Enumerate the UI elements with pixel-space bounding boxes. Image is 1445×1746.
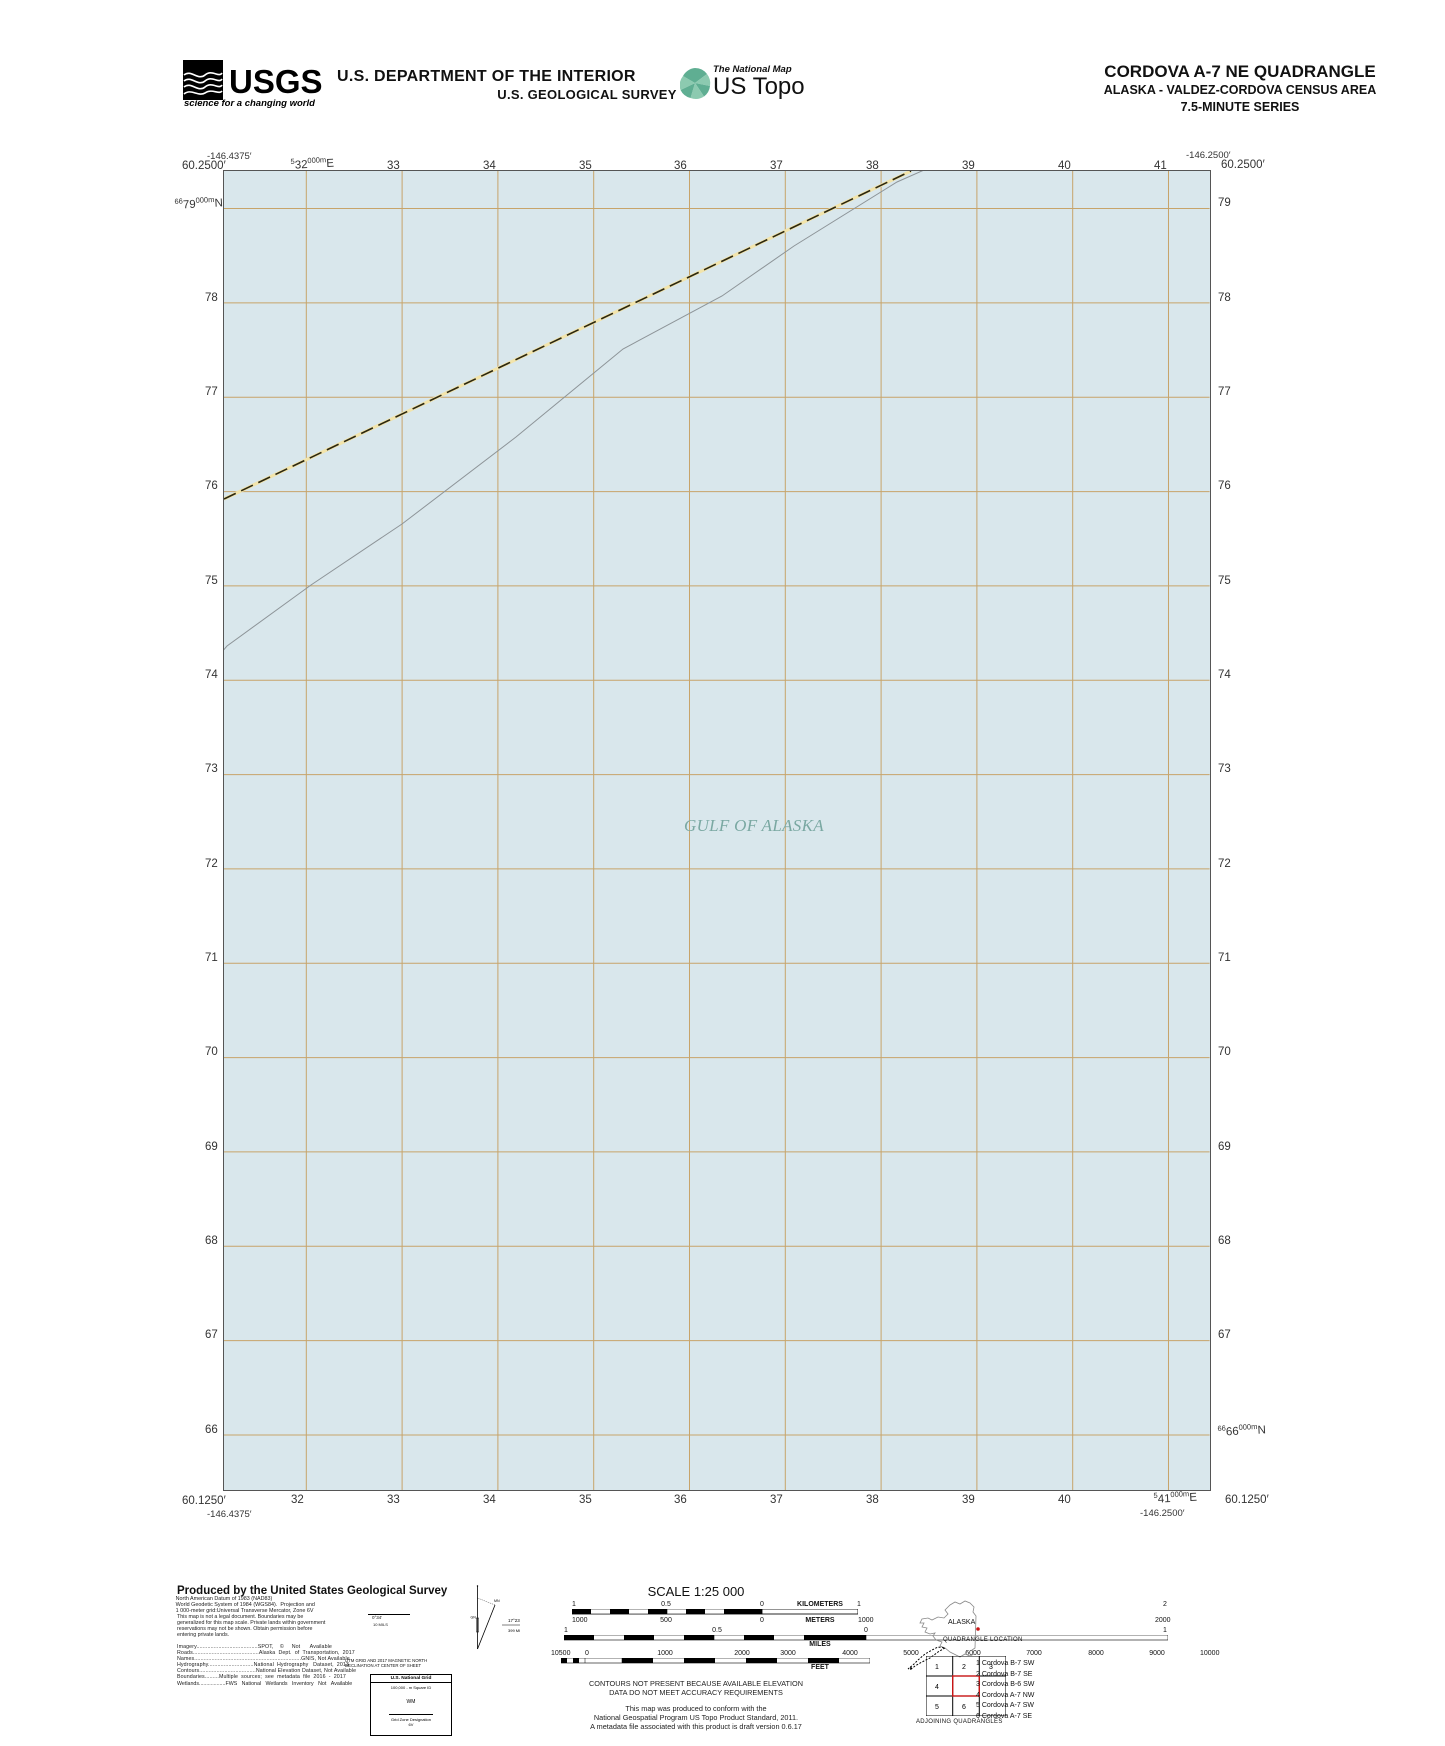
- svg-text:science for a changing world: science for a changing world: [184, 98, 315, 108]
- svg-text:399 MILS: 399 MILS: [508, 1628, 520, 1633]
- svg-text:6: 6: [962, 1704, 966, 1711]
- svg-text:ALASKA: ALASKA: [948, 1619, 976, 1626]
- svg-text:5: 5: [935, 1704, 939, 1711]
- svg-text:USGS: USGS: [229, 63, 323, 100]
- svg-text:17°23′: 17°23′: [508, 1618, 520, 1623]
- svg-text:4: 4: [935, 1684, 939, 1691]
- svg-text:1: 1: [935, 1664, 939, 1671]
- svg-text:MN: MN: [494, 1599, 500, 1603]
- svg-text:GN: GN: [471, 1616, 477, 1620]
- svg-text:US Topo: US Topo: [713, 73, 805, 100]
- svg-text:2: 2: [962, 1664, 966, 1671]
